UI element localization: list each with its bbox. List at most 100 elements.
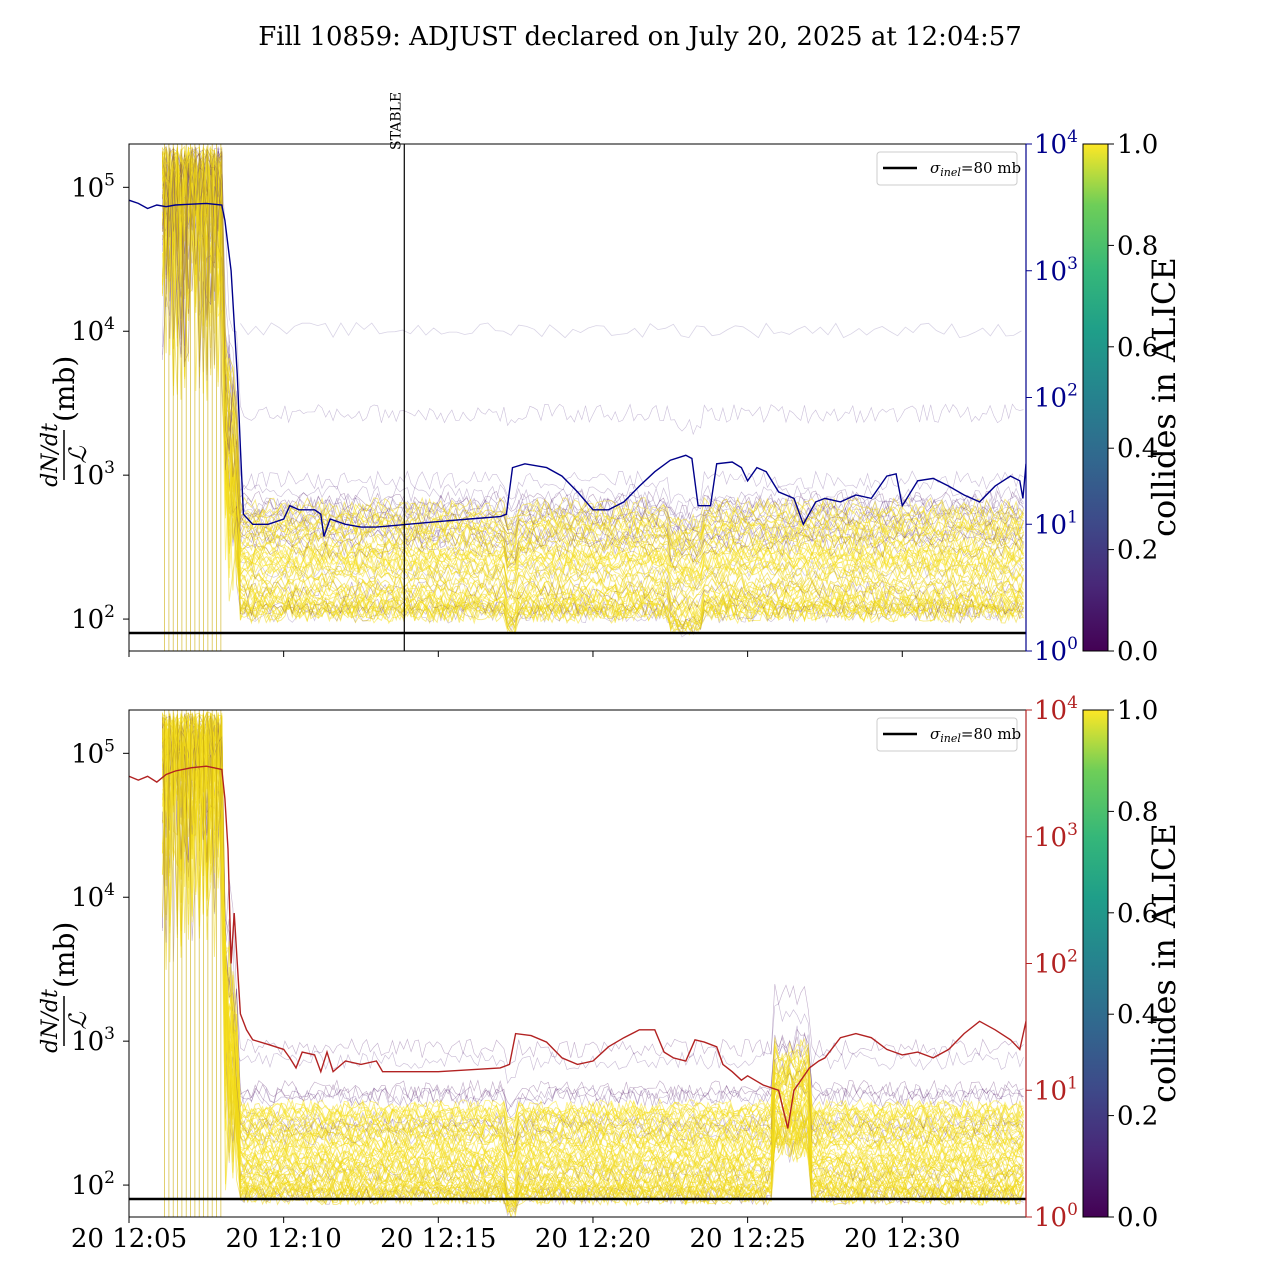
bunch-line bbox=[161, 712, 1024, 1129]
top-y-ticks: 102 103 104 105 bbox=[71, 170, 129, 635]
bunch-line bbox=[162, 150, 1024, 505]
bunch-line bbox=[161, 147, 1024, 531]
bunch-line bbox=[161, 715, 1024, 1158]
y-tick-label: 102 bbox=[71, 602, 115, 635]
colorbar-tick-label: 1.0 bbox=[1117, 130, 1158, 160]
bottom-right-series bbox=[129, 765, 1026, 1129]
bunch-line bbox=[162, 148, 1024, 552]
colorbar-tick-label: 0.4 bbox=[1117, 434, 1158, 464]
colorbar-tick-label: 0.4 bbox=[1117, 1000, 1158, 1030]
bunch-line bbox=[162, 719, 1024, 1133]
bunch-line bbox=[162, 712, 1024, 1138]
colorbar-tick-label: 0.8 bbox=[1117, 797, 1158, 827]
colorbar-tick-label: 0.8 bbox=[1117, 231, 1158, 261]
bunch-line bbox=[162, 166, 1024, 546]
bottom-ylabel-unit: (mb) bbox=[48, 922, 81, 988]
top-ylabel-unit: (mb) bbox=[48, 356, 81, 422]
bunch-line bbox=[161, 155, 1024, 617]
top-ylabel-denominator: ℒ bbox=[64, 446, 92, 464]
bottom-legend-box bbox=[876, 717, 1018, 752]
bottom-legend: σinel=80 mb bbox=[876, 717, 1021, 752]
bunch-line bbox=[161, 149, 1024, 559]
top-y2-ticks: 100 101 102 103 104 bbox=[1026, 127, 1078, 667]
bunch-line bbox=[161, 714, 1024, 1170]
y2-tick-label: 104 bbox=[1034, 693, 1078, 726]
colorbar-tick-label: 0.2 bbox=[1117, 1102, 1158, 1132]
bunch-line bbox=[161, 146, 1024, 575]
bottom-band-lines bbox=[161, 710, 1024, 1217]
top-ylabel: dN/dt ℒ (mb) bbox=[38, 356, 92, 487]
top-colorbar-gradient bbox=[1082, 143, 1109, 652]
bunch-line bbox=[161, 714, 1024, 1204]
bunch-line bbox=[161, 147, 1024, 548]
top-colorbar: 0.0 0.2 0.4 0.6 0.8 1.0 collides in ALICE bbox=[1082, 130, 1183, 667]
top-colorbar-ticks: 0.0 0.2 0.4 0.6 0.8 1.0 bbox=[1108, 130, 1158, 667]
bottom-y2-ticks: 100 101 102 103 104 bbox=[1026, 693, 1078, 1233]
top-ylabel-numerator: dN/dt bbox=[38, 423, 63, 487]
bottom-ylabel-denominator: ℒ bbox=[64, 1012, 92, 1030]
bunch-line bbox=[161, 148, 1024, 611]
bunch-line bbox=[161, 146, 1024, 536]
bunch-line bbox=[162, 716, 1024, 1158]
bunch-line bbox=[162, 153, 1024, 556]
bunch-line bbox=[161, 712, 1024, 1138]
bunch-line bbox=[161, 720, 1024, 1137]
top-x-ticks bbox=[128, 651, 903, 657]
bunch-line bbox=[162, 148, 1024, 563]
bunch-line bbox=[161, 713, 1024, 1146]
bunch-line bbox=[161, 712, 1024, 1158]
colorbar-tick-label: 0.6 bbox=[1117, 333, 1158, 363]
y2-tick-label: 102 bbox=[1034, 947, 1078, 980]
bunch-line bbox=[161, 148, 1024, 619]
x-tick-label: 20 12:25 bbox=[689, 1224, 805, 1254]
y2-tick-label: 104 bbox=[1034, 127, 1078, 160]
bunch-line bbox=[240, 321, 1022, 339]
bunch-line bbox=[162, 720, 1024, 1134]
bunch-line bbox=[162, 148, 1024, 557]
bunch-line bbox=[161, 151, 1024, 635]
y-tick-label: 104 bbox=[71, 880, 115, 913]
bunch-line bbox=[162, 713, 1024, 1066]
bunch-line bbox=[161, 714, 1024, 1177]
bunch-line bbox=[162, 146, 1024, 521]
figure-title: Fill 10859: ADJUST declared on July 20, … bbox=[258, 22, 1022, 52]
bottom-colorbar-ticks: 0.0 0.2 0.4 0.6 0.8 1.0 bbox=[1108, 696, 1158, 1233]
bunch-line bbox=[161, 724, 1024, 1156]
bunch-line bbox=[161, 715, 1024, 1153]
x-tick-label: 20 12:15 bbox=[380, 1224, 496, 1254]
bunch-line bbox=[161, 711, 1024, 1161]
y2-tick-label: 103 bbox=[1034, 820, 1078, 853]
bunch-line bbox=[162, 713, 1024, 1085]
bunch-line bbox=[162, 148, 1024, 551]
bunch-line bbox=[162, 715, 1024, 1185]
colorbar-tick-label: 0.0 bbox=[1117, 1203, 1158, 1233]
colorbar-tick-label: 0.6 bbox=[1117, 899, 1158, 929]
top-panel: STABLE 102 103 104 105 100 101 102 103 104 dN/d… bbox=[38, 92, 1183, 667]
bunch-line bbox=[162, 146, 1024, 564]
y-tick-label: 102 bbox=[71, 1168, 115, 1201]
x-tick-label: 20 12:10 bbox=[226, 1224, 342, 1254]
bunch-line bbox=[162, 149, 1024, 568]
bunch-line bbox=[162, 147, 1024, 542]
bunch-line bbox=[161, 716, 1024, 1168]
bunch-line bbox=[161, 713, 1024, 1147]
bottom-y-ticks: 102 103 104 105 bbox=[71, 736, 129, 1201]
y2-tick-label: 101 bbox=[1034, 1073, 1078, 1106]
stable-marker-label: STABLE bbox=[388, 92, 404, 150]
top-right-series bbox=[129, 199, 1026, 537]
bunch-line bbox=[162, 149, 1024, 436]
bunch-line bbox=[161, 713, 1024, 1165]
bunch-line bbox=[161, 153, 1024, 546]
bunch-line bbox=[161, 722, 1024, 1191]
y-tick-label: 103 bbox=[71, 1024, 115, 1057]
bunch-line bbox=[161, 150, 1024, 542]
bunch-line bbox=[161, 146, 1024, 561]
bunch-line bbox=[162, 715, 1024, 1160]
bunch-line bbox=[162, 146, 1024, 538]
bunch-line bbox=[162, 716, 1024, 1146]
colorbar-tick-label: 1.0 bbox=[1117, 696, 1158, 726]
bottom-colorbar-label: collides in ALICE bbox=[1145, 823, 1183, 1103]
x-tick-label: 20 12:20 bbox=[535, 1224, 651, 1254]
